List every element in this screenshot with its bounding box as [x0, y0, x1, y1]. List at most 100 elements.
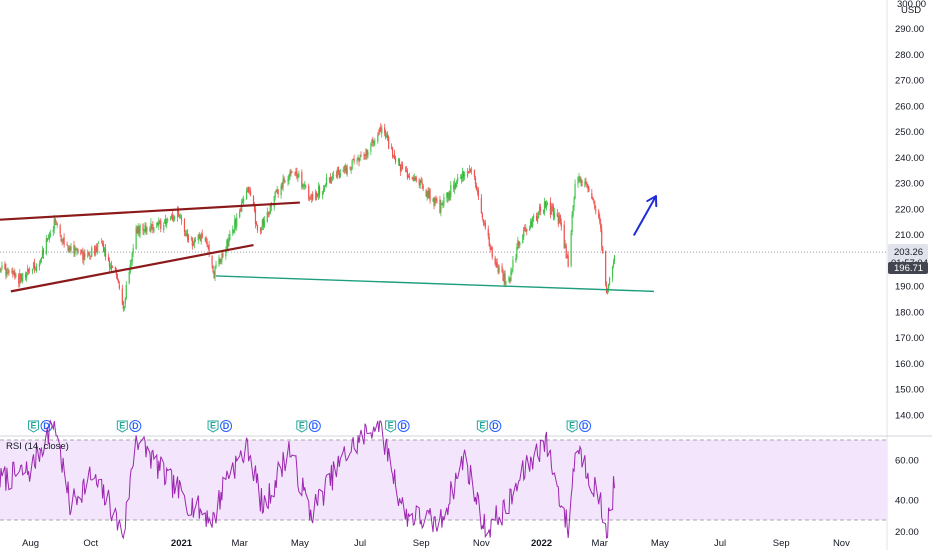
dividend-d-icon[interactable]: D — [489, 420, 502, 432]
candle — [432, 198, 434, 202]
candle — [346, 164, 348, 177]
candle — [211, 255, 213, 269]
rsi-title[interactable]: RSI (14, close) — [6, 441, 69, 452]
candle — [187, 233, 190, 243]
candle — [301, 169, 303, 190]
earnings-e-icon[interactable]: E — [116, 420, 128, 433]
price-tick-label: 290.00 — [895, 24, 924, 35]
candle — [179, 213, 182, 219]
candle — [377, 132, 379, 144]
candle — [109, 263, 112, 270]
candle — [434, 197, 436, 207]
candle — [605, 250, 607, 287]
candle — [160, 218, 162, 233]
dividend-letter: D — [312, 421, 319, 431]
time-axis[interactable]: Aug Oct 2021 Mar May Jul Sep Nov 2022 Mar May Jul Se… — [22, 538, 850, 549]
candle — [75, 247, 77, 251]
trendline[interactable] — [0, 201, 300, 221]
candle — [581, 179, 583, 187]
drawing-layer[interactable] — [0, 195, 658, 293]
candle — [497, 263, 499, 275]
earnings-e-icon[interactable]: E — [566, 420, 578, 433]
candle — [48, 231, 50, 243]
earnings-e-icon[interactable]: E — [476, 420, 488, 433]
candle — [227, 237, 229, 251]
candle — [328, 177, 331, 184]
candle — [448, 191, 450, 202]
time-tick-label: Jul — [354, 538, 366, 549]
candle — [579, 175, 581, 184]
candle — [247, 186, 250, 194]
candle — [236, 213, 238, 231]
candle — [611, 265, 614, 283]
blue-arrow-icon[interactable] — [633, 195, 658, 236]
candle — [386, 132, 388, 138]
candle — [45, 235, 47, 256]
rsi-axis-ticks: 20.00 40.00 60.00 — [895, 456, 919, 539]
candle — [332, 170, 335, 180]
trendline[interactable] — [215, 275, 655, 293]
dividend-d-icon[interactable]: D — [129, 420, 142, 432]
candle — [380, 123, 382, 133]
candle — [577, 176, 579, 188]
candle — [214, 265, 216, 282]
candle — [519, 241, 521, 249]
candle — [515, 253, 517, 263]
candle — [494, 255, 496, 267]
candle — [284, 179, 286, 183]
candle — [266, 207, 268, 223]
dividend-d-icon[interactable]: D — [308, 420, 321, 432]
candle — [435, 195, 437, 204]
candle — [163, 222, 165, 233]
candle — [441, 202, 443, 206]
candle — [156, 222, 158, 228]
candle — [73, 240, 75, 257]
candle — [81, 249, 83, 254]
candle — [463, 171, 466, 181]
earnings-e-icon[interactable]: E — [385, 420, 397, 433]
candle — [67, 245, 69, 253]
candle — [159, 219, 161, 225]
price-pane[interactable] — [0, 123, 887, 312]
earnings-e-icon[interactable]: E — [296, 420, 308, 433]
candle — [349, 166, 351, 171]
rsi-pane[interactable]: RSI (14, close) 20.00 40.00 60.00 — [0, 419, 919, 540]
candle — [509, 277, 511, 284]
dividend-d-icon[interactable]: D — [397, 420, 410, 432]
rsi-tick-label: 40.00 — [895, 496, 919, 507]
candle — [342, 166, 344, 173]
dividend-d-icon[interactable]: D — [579, 420, 592, 432]
candle — [587, 184, 589, 193]
candle — [215, 260, 217, 269]
candle — [41, 245, 44, 259]
earnings-e-icon[interactable]: E — [207, 420, 219, 433]
earnings-e-icon[interactable]: E — [28, 420, 40, 433]
candle — [488, 233, 490, 247]
candle — [88, 251, 90, 256]
candle — [158, 217, 160, 231]
candle — [5, 263, 7, 280]
trendline[interactable] — [10, 243, 254, 293]
candle — [287, 175, 289, 186]
candle — [352, 158, 354, 161]
candle — [454, 178, 456, 194]
candle — [318, 182, 320, 201]
price-tick-label: 170.00 — [895, 333, 924, 344]
dividend-d-icon[interactable]: D — [220, 420, 233, 432]
candle — [546, 201, 549, 206]
price-tick-label: 260.00 — [895, 101, 924, 112]
price-axis[interactable]: 140.00150.00160.00170.00180.00190.00200.… — [886, 0, 928, 550]
candle — [108, 257, 111, 272]
candle — [398, 158, 401, 167]
candle — [52, 226, 54, 237]
candle — [165, 214, 167, 227]
